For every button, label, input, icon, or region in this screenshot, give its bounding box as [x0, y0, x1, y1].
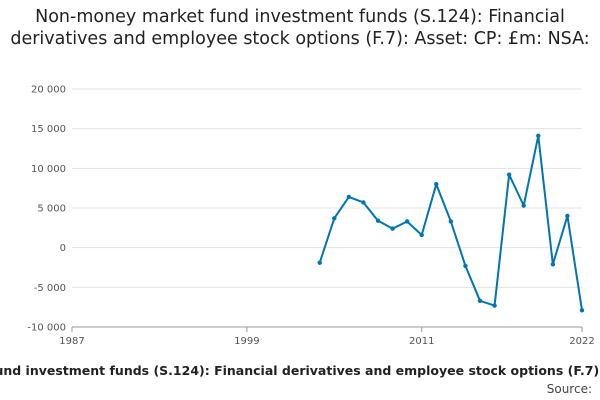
data-point: [579, 308, 585, 313]
y-tick-label: 10 000: [31, 164, 66, 175]
data-point: [565, 213, 570, 219]
data-point: [375, 218, 381, 223]
data-point: [361, 200, 366, 205]
data-point: [390, 226, 395, 231]
legend-entry-series: Non-money market fund investment funds (…: [0, 363, 600, 378]
source-label: Source:: [546, 382, 592, 396]
x-axis-ticks: 1987 1999 2011 2022: [59, 327, 595, 347]
y-axis: 20 000 15 000 10 000 5 000 0 -5 000 -10 000: [27, 85, 66, 334]
y-tick-label: -5 000: [34, 283, 66, 294]
x-tick-label: 2022: [569, 336, 594, 347]
y-tick-label: 20 000: [31, 85, 66, 96]
y-tick-label: -10 000: [27, 323, 66, 334]
y-tick-label: 5 000: [37, 204, 66, 215]
data-point: [448, 219, 454, 224]
data-point: [506, 172, 512, 177]
series-layer: [317, 133, 585, 313]
data-point: [404, 219, 410, 224]
data-point: [477, 298, 483, 304]
data-point: [317, 260, 322, 265]
data-point: [434, 182, 439, 187]
data-point: [492, 303, 497, 308]
x-tick-label: 1999: [234, 336, 259, 347]
data-point: [536, 133, 541, 139]
gridlines: [72, 88, 582, 288]
data-point: [463, 263, 468, 269]
data-point: [419, 232, 424, 238]
chart-title: Non-money market fund investment funds (…: [10, 7, 590, 49]
x-tick-label: 2011: [409, 336, 434, 347]
data-point: [550, 262, 556, 267]
y-tick-label: 15 000: [31, 124, 66, 135]
x-tick-label: 1987: [59, 336, 84, 347]
data-point: [332, 216, 337, 221]
data-point: [521, 203, 526, 208]
legend: Non-money market fund investment funds (…: [0, 363, 600, 383]
y-tick-label: 0: [60, 243, 66, 254]
data-point: [346, 194, 352, 200]
